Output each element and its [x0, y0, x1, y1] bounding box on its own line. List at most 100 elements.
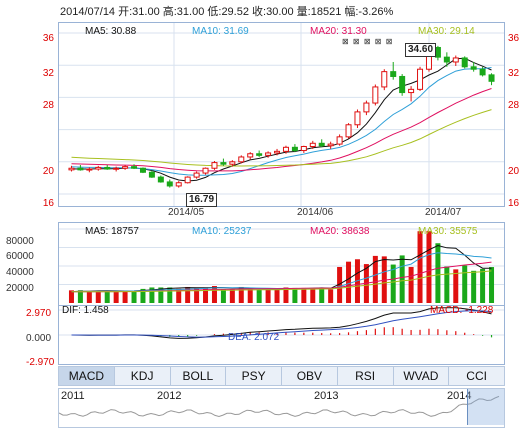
price-tick-right-4: 16: [508, 198, 520, 209]
candle-body: [86, 168, 93, 171]
tab-rsi[interactable]: RSI: [338, 367, 394, 385]
candle-body: [408, 88, 415, 94]
candle-body: [104, 166, 111, 170]
candle-body: [327, 143, 334, 147]
candle-body: [479, 68, 486, 76]
vol-ma-line-3: [71, 270, 492, 293]
volume-bar: [211, 286, 217, 303]
macd-panel[interactable]: [58, 305, 505, 365]
ma30-line: [71, 109, 492, 167]
volume-bar: [265, 289, 271, 303]
volume-bar: [194, 287, 200, 303]
candle-body: [452, 57, 459, 63]
tab-wvad[interactable]: WVAD: [394, 367, 450, 385]
ma5-label: MA5: 30.88: [85, 26, 137, 37]
vol-ma5-label: MA5: 18757: [85, 226, 139, 237]
price-tick-left-3: 20: [42, 166, 54, 177]
macd-label: MACD: -1.228: [430, 305, 494, 316]
candle-body: [470, 66, 477, 70]
price-panel[interactable]: [58, 22, 505, 207]
candle-body: [229, 161, 236, 165]
volume-bar: [167, 287, 173, 303]
volume-bar: [462, 265, 468, 303]
date-label-1: 2014/06: [297, 207, 334, 218]
volume-bar: [372, 255, 378, 303]
tab-psy[interactable]: PSY: [226, 367, 282, 385]
volume-bar: [68, 290, 74, 303]
volume-bar: [149, 287, 155, 303]
volume-bar: [113, 291, 119, 303]
candle-body: [184, 176, 191, 184]
price-tick-left-2: 28: [42, 100, 54, 111]
timeline-year-2014: 2014: [447, 390, 472, 402]
volume-bar: [471, 270, 477, 303]
price-tick-right-3: 20: [508, 166, 520, 177]
volume-bar: [444, 266, 450, 303]
ma30-label: MA30: 29.14: [418, 26, 475, 37]
price-chart: [59, 23, 504, 206]
tab-kdj[interactable]: KDJ: [115, 367, 171, 385]
date-label-2: 2014/07: [425, 207, 462, 218]
macd-tick-1: 0.000: [26, 333, 52, 344]
candle-body: [381, 71, 388, 88]
volume-bar: [417, 231, 423, 303]
history-timeline[interactable]: 2011 2012 2013 2014: [58, 388, 505, 428]
tab-obv[interactable]: OBV: [282, 367, 338, 385]
candle-body: [247, 153, 254, 158]
ma10-label: MA10: 31.69: [192, 26, 249, 37]
volume-bar: [229, 289, 235, 303]
macd-tick-2: -2.970: [26, 357, 55, 368]
tab-macd[interactable]: MACD: [59, 367, 115, 385]
candle-body: [399, 75, 406, 94]
high-price-callout: 34.60: [405, 43, 437, 57]
volume-bar: [185, 286, 191, 303]
candle-body: [443, 56, 450, 63]
volume-bar: [86, 291, 92, 303]
volume-panel[interactable]: [58, 222, 505, 306]
candle-body: [122, 166, 129, 169]
vol-tick-3: 20000: [6, 283, 34, 294]
candle-body: [434, 46, 441, 58]
volume-bar: [480, 268, 486, 303]
candle-body: [417, 68, 424, 90]
volume-bar: [158, 287, 164, 303]
candle-body: [193, 172, 200, 178]
candle-body: [318, 142, 325, 147]
candle-body: [488, 74, 495, 82]
timeline-year-2012: 2012: [157, 390, 182, 402]
indicator-tab-bar: MACD KDJ BOLL PSY OBV RSI WVAD CCI: [58, 366, 505, 386]
volume-bar: [346, 261, 352, 303]
low-price-callout: 16.79: [186, 193, 218, 207]
price-tick-left-0: 36: [42, 33, 54, 44]
timeline-sparkline: [59, 395, 500, 418]
candle-body: [202, 167, 209, 174]
ma20-line: [71, 88, 492, 172]
volume-bar: [104, 290, 110, 303]
volume-bar: [399, 255, 405, 303]
timeline-line: [59, 395, 500, 418]
candle-body: [390, 71, 397, 77]
vol-ma10-label: MA10: 25237: [192, 226, 252, 237]
timeline-range-selector[interactable]: [467, 389, 504, 425]
quote-info-line: 2014/07/14 开:31.00 高:31.00 低:29.52 收:30.…: [60, 6, 394, 18]
timeline-year-2011: 2011: [61, 390, 85, 402]
candle-body: [282, 146, 289, 152]
macd-tick-0: 2.970: [26, 308, 52, 319]
candle-body: [68, 167, 75, 171]
price-tick-left-1: 32: [42, 68, 54, 79]
volume-bar: [328, 289, 334, 303]
volume-bar: [292, 287, 298, 303]
tab-boll[interactable]: BOLL: [171, 367, 227, 385]
price-tick-left-4: 16: [42, 198, 54, 209]
vol-tick-0: 80000: [6, 236, 34, 247]
candle-body: [336, 136, 343, 145]
event-markers[interactable]: ⊠ ⊠ ⊠ ⊠ ⊠: [342, 37, 394, 46]
volume-bar: [310, 287, 316, 303]
candle-body: [77, 167, 84, 171]
volume-bar: [95, 290, 101, 303]
tab-cci[interactable]: CCI: [466, 369, 487, 383]
volume-bar: [408, 266, 414, 303]
timeline-year-2013: 2013: [314, 390, 339, 402]
volume-bar: [77, 290, 83, 303]
volume-bar: [176, 288, 182, 303]
